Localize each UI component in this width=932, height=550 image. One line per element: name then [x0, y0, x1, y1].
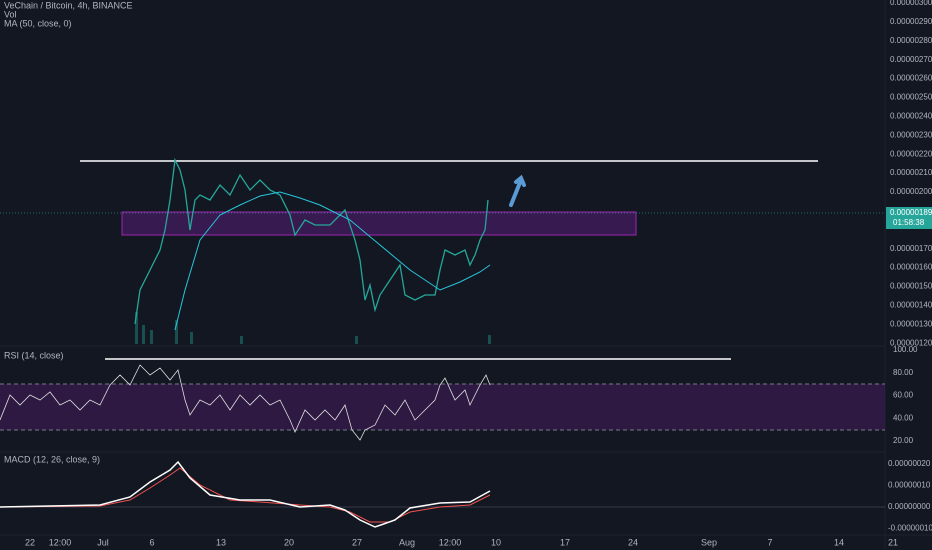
macd-signal [0, 467, 491, 523]
time-label: Aug [399, 537, 415, 547]
time-label: Jul [97, 537, 109, 547]
price-label: 0.00000300 [890, 0, 932, 7]
time-label: 17 [560, 537, 570, 547]
current-price: 0.00000189 [890, 208, 932, 217]
countdown: 01:58:38 [893, 218, 925, 227]
time-label: 6 [149, 537, 154, 547]
price-label: 0.00000130 [890, 319, 932, 328]
macd-label: 0.00000020 [888, 459, 931, 468]
price-label: 0.00000260 [890, 74, 932, 83]
time-label: 21 [888, 537, 898, 547]
rsi-label: 80.00 [893, 368, 914, 377]
price-label: 0.00000240 [890, 112, 932, 121]
time-label: 14 [834, 537, 844, 547]
price-label: 0.00000230 [890, 130, 932, 139]
time-label: 12:00 [439, 537, 462, 547]
price-label: 0.00000210 [890, 168, 932, 177]
rsi-title: RSI (14, close) [4, 350, 64, 360]
price-label: 0.00000290 [890, 17, 932, 26]
rsi-label: 60.00 [893, 391, 914, 400]
macd-title: MACD (12, 26, close, 9) [4, 454, 100, 464]
price-label: 0.00000270 [890, 55, 932, 64]
rsi-label: 40.00 [893, 413, 914, 422]
macd-line [0, 460, 491, 528]
time-label: Sep [701, 537, 717, 547]
rsi-label: 100.00 [893, 345, 918, 354]
rsi-label: 20.00 [893, 436, 914, 445]
price-label: 0.00000200 [890, 187, 932, 196]
price-label: 0.00000160 [890, 263, 932, 272]
labels: VeChain / Bitcoin, 4h, BINANCE Vol MA (5… [4, 0, 133, 464]
price-label: 0.00000250 [890, 93, 932, 102]
price-label: 0.00000150 [890, 282, 932, 291]
ma-title: MA (50, close, 0) [4, 18, 72, 28]
price-tag [886, 207, 932, 229]
time-label: 20 [284, 537, 294, 547]
price [134, 157, 489, 325]
time-label: 12:00 [49, 537, 72, 547]
rsi-band [0, 384, 885, 430]
moving-average [174, 191, 491, 331]
volume-title: Vol [4, 9, 17, 19]
macd-label: 0.00000000 [888, 502, 931, 511]
price-label: 0.00000220 [890, 149, 932, 158]
volume [135, 312, 491, 344]
arrow [509, 174, 526, 207]
price-label: 0.00000170 [890, 244, 932, 253]
time-label: 22 [25, 537, 35, 547]
macd-label: 0.00000010 [888, 481, 931, 490]
macd-label: -0.00000010 [888, 524, 932, 533]
price-label: 0.00000280 [890, 36, 932, 45]
resistance-zone [121, 211, 637, 236]
time-label: 13 [216, 537, 226, 547]
time-label: 10 [491, 537, 501, 547]
time-label: 27 [352, 537, 362, 547]
time-label: 7 [767, 537, 772, 547]
price-label: 0.00000140 [890, 301, 932, 310]
rsi [0, 364, 491, 441]
time-label: 24 [628, 537, 638, 547]
symbol-title: VeChain / Bitcoin, 4h, BINANCE [4, 0, 133, 10]
price-label: 0.00000120 [890, 338, 932, 347]
